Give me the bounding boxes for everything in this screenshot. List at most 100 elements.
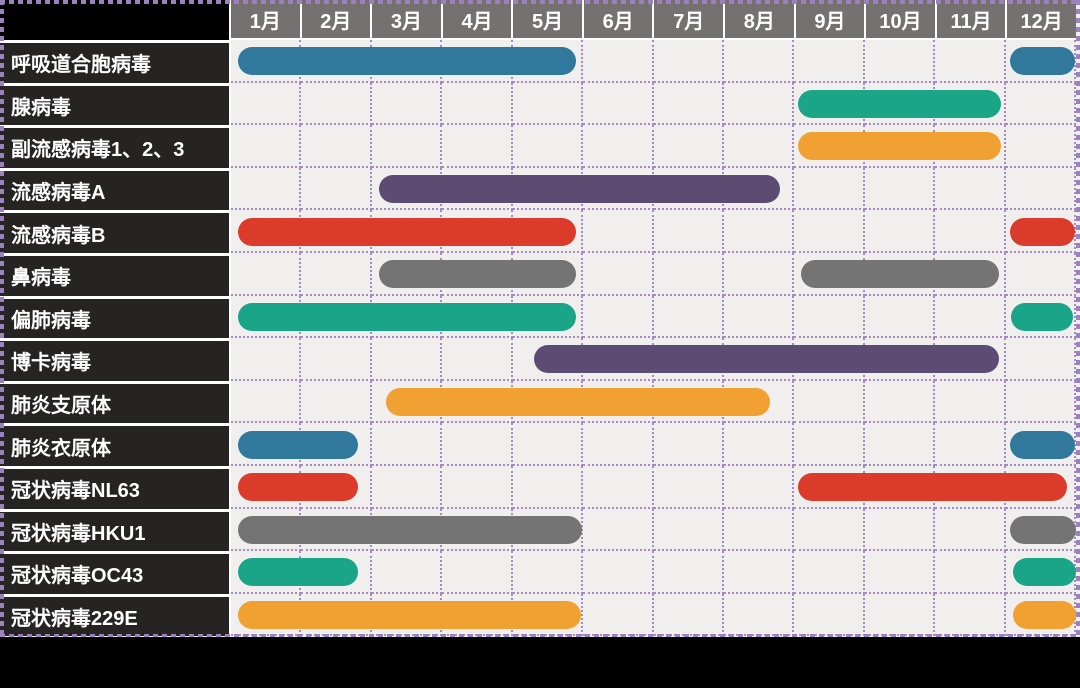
grid-cell xyxy=(723,125,795,168)
activity-bar xyxy=(1012,601,1076,630)
virus-row-label: 腺病毒 xyxy=(0,82,231,126)
virus-row: 博卡病毒 xyxy=(0,338,1080,381)
grid-cell xyxy=(583,423,654,466)
activity-bar xyxy=(1011,302,1074,331)
grid-cell xyxy=(371,125,443,168)
activity-bar xyxy=(1009,217,1076,246)
activity-bar xyxy=(797,89,1001,118)
virus-row-label: 冠状病毒NL63 xyxy=(0,465,231,509)
grid-cell xyxy=(935,210,1006,253)
grid-cell xyxy=(583,125,654,168)
virus-row-label: 肺炎支原体 xyxy=(0,380,231,424)
grid-cell xyxy=(301,252,372,296)
grid-cell xyxy=(231,82,302,126)
grid-cell xyxy=(935,380,1006,424)
virus-row-plot xyxy=(231,338,1077,381)
grid-cell xyxy=(1005,167,1077,211)
month-header-cell: 7月 xyxy=(652,0,724,40)
grid-cell xyxy=(583,252,654,296)
virus-row: 肺炎支原体 xyxy=(0,380,1080,424)
virus-row-plot xyxy=(231,125,1077,168)
grid-cell xyxy=(935,551,1006,594)
grid-cell xyxy=(512,295,584,339)
grid-cell xyxy=(583,593,654,637)
grid-cell xyxy=(583,295,654,339)
activity-bar xyxy=(238,558,358,587)
grid-cell xyxy=(864,508,936,552)
activity-bar xyxy=(238,601,581,630)
grid-cell xyxy=(583,551,654,594)
grid-cell xyxy=(864,210,936,253)
grid-cell xyxy=(653,82,724,126)
virus-row-plot xyxy=(231,210,1077,253)
grid-cell xyxy=(512,40,584,83)
grid-cell xyxy=(583,508,654,552)
activity-bar xyxy=(238,430,358,459)
virus-row-label: 呼吸道合胞病毒 xyxy=(0,40,231,83)
activity-bar xyxy=(801,260,999,289)
grid-cell xyxy=(231,252,302,296)
activity-bar xyxy=(238,217,577,246)
grid-cell xyxy=(231,380,302,424)
grid-cell xyxy=(653,593,724,637)
grid-cell xyxy=(723,40,795,83)
grid-cell xyxy=(371,423,443,466)
grid-cell xyxy=(935,508,1006,552)
virus-row-plot xyxy=(231,551,1077,594)
grid-cell xyxy=(935,295,1006,339)
grid-cell xyxy=(231,167,302,211)
grid-cell xyxy=(583,465,654,509)
grid-cell xyxy=(512,423,584,466)
grid-cell xyxy=(301,167,372,211)
grid-cell xyxy=(1005,423,1077,466)
grid-cell xyxy=(723,295,795,339)
activity-bar xyxy=(1009,47,1076,76)
grid-cell xyxy=(1005,338,1077,381)
activity-bar xyxy=(238,473,358,502)
grid-cell xyxy=(794,167,865,211)
month-header-cell: 5月 xyxy=(511,0,582,40)
grid-cell xyxy=(794,295,865,339)
grid-cell xyxy=(864,295,936,339)
grid-cell xyxy=(723,551,795,594)
grid-cell xyxy=(864,423,936,466)
grid-cell xyxy=(723,167,795,211)
grid-cell xyxy=(231,125,302,168)
grid-cell xyxy=(301,338,372,381)
virus-row: 腺病毒 xyxy=(0,82,1080,126)
virus-row-label: 鼻病毒 xyxy=(0,252,231,296)
grid-cell xyxy=(1005,380,1077,424)
virus-row-label: 冠状病毒229E xyxy=(0,593,231,637)
grid-cell xyxy=(653,295,724,339)
grid-cell xyxy=(512,125,584,168)
grid-cell xyxy=(864,167,936,211)
virus-row-label: 偏肺病毒 xyxy=(0,295,231,339)
virus-row-label: 流感病毒B xyxy=(0,210,231,253)
virus-row-plot xyxy=(231,295,1077,339)
grid-cell xyxy=(794,551,865,594)
grid-cell xyxy=(442,338,513,381)
activity-bar xyxy=(238,47,577,76)
virus-row-plot xyxy=(231,252,1077,296)
grid-cell xyxy=(653,465,724,509)
grid-cell xyxy=(512,465,584,509)
month-header-cell: 11月 xyxy=(934,0,1006,40)
grid-cell xyxy=(794,210,865,253)
grid-cell xyxy=(864,40,936,83)
grid-cell xyxy=(723,423,795,466)
grid-cell xyxy=(723,252,795,296)
grid-cell xyxy=(442,82,513,126)
grid-cell xyxy=(301,125,372,168)
grid-cell xyxy=(935,593,1006,637)
month-header-row: 1月 2月 3月 4月 5月 6月 7月 8月 9月 10月 11月 12月 xyxy=(0,0,1080,40)
month-header-cell: 10月 xyxy=(864,0,935,40)
virus-row-label: 冠状病毒OC43 xyxy=(0,551,231,594)
virus-row: 鼻病毒 xyxy=(0,252,1080,296)
grid-cell xyxy=(723,380,795,424)
grid-cell xyxy=(794,593,865,637)
grid-cell xyxy=(231,338,302,381)
virus-row: 冠状病毒229E xyxy=(0,593,1080,637)
grid-cell xyxy=(1005,40,1077,83)
virus-row: 冠状病毒NL63 xyxy=(0,465,1080,509)
grid-cell xyxy=(583,210,654,253)
